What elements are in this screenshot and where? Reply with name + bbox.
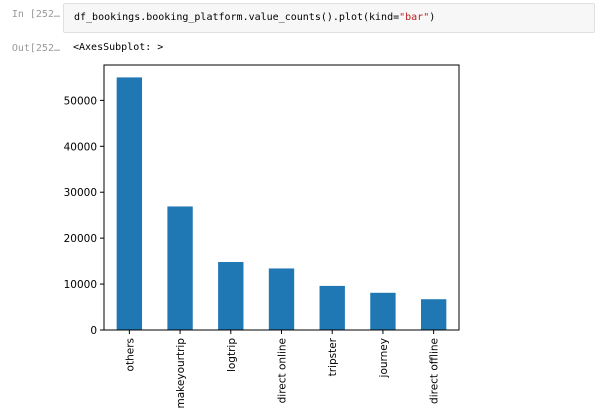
x-tick-label: direct offline bbox=[429, 338, 441, 404]
x-tick-label: makeyourtrip bbox=[175, 338, 187, 408]
y-tick-label: 30000 bbox=[64, 187, 97, 199]
x-tick-label: journey bbox=[378, 338, 390, 378]
x-tick-label: direct online bbox=[277, 338, 289, 403]
y-tick-label: 20000 bbox=[64, 233, 97, 245]
y-tick-label: 10000 bbox=[64, 279, 97, 291]
x-tick-label: tripster bbox=[327, 337, 339, 376]
input-prompt: In [252… bbox=[11, 9, 60, 20]
x-tick-label: others bbox=[124, 338, 136, 371]
x-tick-label: logtrip bbox=[226, 338, 238, 372]
y-tick-label: 0 bbox=[90, 325, 97, 337]
bar-journey bbox=[370, 292, 396, 330]
y-tick-label: 40000 bbox=[64, 141, 97, 153]
output-prompt: Out[252… bbox=[11, 43, 60, 54]
code-text-suffix: ) bbox=[429, 12, 436, 23]
bar-direct-online bbox=[268, 268, 295, 330]
output-text: <AxesSubplot: > bbox=[73, 42, 164, 53]
bar-makeyourtrip bbox=[167, 206, 193, 330]
code-text: df_bookings.booking_platform.value_count… bbox=[74, 12, 400, 23]
bar-logtrip bbox=[218, 262, 244, 330]
code-cell-input[interactable]: df_bookings.booking_platform.value_count… bbox=[63, 3, 595, 33]
code-string-literal: "bar" bbox=[399, 12, 430, 23]
bar-tripster bbox=[319, 285, 345, 330]
plot-area-frame bbox=[103, 64, 460, 331]
y-tick-label: 50000 bbox=[64, 95, 97, 107]
bar-direct-offline bbox=[420, 299, 447, 330]
bar-others bbox=[116, 77, 143, 330]
